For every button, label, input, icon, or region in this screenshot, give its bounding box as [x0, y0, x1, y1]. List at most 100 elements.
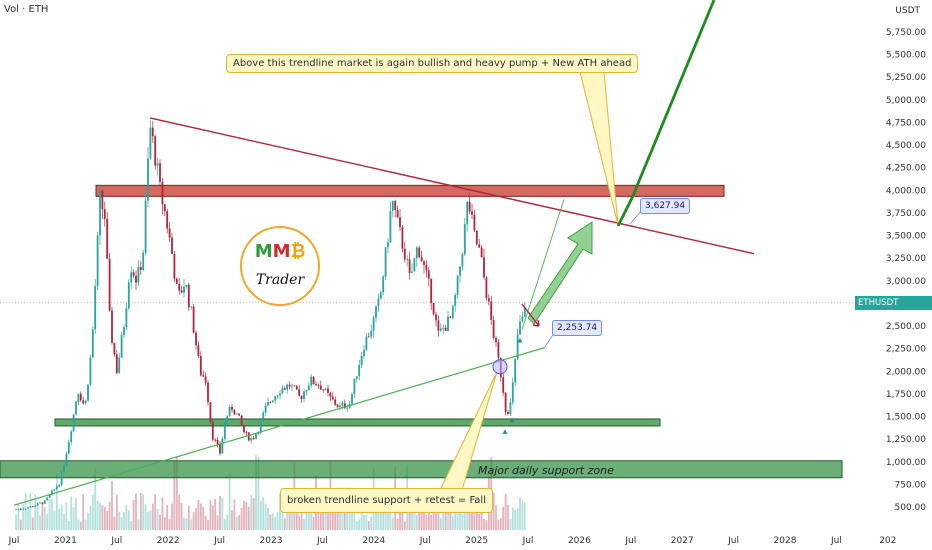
resistance-zone	[95, 184, 725, 197]
volume-bar	[375, 501, 377, 530]
candle-body	[17, 508, 20, 510]
candle-body	[67, 442, 70, 454]
candle-body	[123, 327, 125, 336]
volume-bar	[216, 515, 219, 530]
price-tick: 3,750.00	[886, 209, 926, 219]
volume-bar	[123, 512, 125, 530]
candle-body	[291, 385, 293, 387]
volume-bar	[159, 514, 161, 530]
volume-bar	[24, 492, 27, 530]
volume-bar	[339, 501, 341, 530]
candle-body	[82, 400, 85, 404]
volume-bar	[387, 506, 389, 530]
candle-body	[63, 464, 65, 472]
candle-body	[187, 284, 190, 308]
volume-bar	[264, 504, 267, 530]
volume-bar	[447, 508, 449, 530]
volume-bar	[365, 514, 368, 530]
candle-body	[135, 275, 137, 283]
candle-body	[180, 290, 183, 293]
volume-bar	[250, 495, 253, 530]
candle-body	[118, 357, 121, 373]
volume-bar	[137, 519, 140, 530]
volume-bar	[223, 519, 226, 530]
candle-body	[298, 389, 301, 396]
candle-body	[127, 282, 130, 309]
volume-bar	[207, 519, 209, 530]
volume-bar	[202, 507, 205, 530]
candle-body	[411, 271, 413, 273]
volume-bar	[147, 511, 149, 530]
candle-body	[317, 385, 320, 387]
candle-body	[288, 384, 291, 387]
volume-bar	[283, 518, 286, 530]
volume-bar	[382, 506, 385, 530]
candle-body	[514, 358, 517, 383]
volume-bar	[168, 519, 171, 530]
volume-bar	[245, 502, 248, 530]
candle-body	[173, 253, 176, 279]
descending-trendline	[149, 117, 755, 255]
volume-bar	[53, 511, 56, 530]
volume-bar	[399, 498, 401, 530]
volume-bar	[58, 508, 61, 530]
volume-bar	[149, 510, 152, 530]
candle-body	[504, 392, 507, 412]
candle-body	[77, 393, 80, 403]
candle-body	[137, 267, 140, 283]
candle-body	[41, 502, 44, 504]
candle-body	[384, 247, 387, 277]
volume-bar	[252, 498, 255, 530]
candle-body	[329, 392, 332, 397]
volume-bar	[46, 514, 49, 530]
volume-bar	[67, 520, 70, 530]
candle-body	[149, 127, 152, 159]
candle-body	[65, 453, 68, 465]
candle-body	[351, 394, 353, 404]
volume-bar	[418, 506, 421, 530]
volume-bar	[94, 468, 97, 530]
candle-body	[295, 386, 298, 390]
big-green-arrow	[527, 221, 593, 325]
last-price-tag: ETHUSDT 2,764.29	[855, 296, 932, 322]
time-tick: Jul	[830, 536, 842, 546]
candle-body	[415, 247, 418, 259]
candle-body	[425, 265, 428, 271]
candle-body	[367, 336, 370, 338]
volume-bar	[430, 514, 433, 530]
volume-bar	[204, 515, 207, 530]
projection-line	[521, 199, 565, 330]
candle-body	[15, 509, 17, 511]
candle-body	[269, 401, 272, 403]
candle-body	[255, 433, 257, 439]
candle-body	[79, 393, 82, 401]
bottom-callout: broken trendline support + retest = Fall	[280, 488, 493, 513]
volume-bar	[360, 507, 363, 530]
candle-body	[29, 506, 32, 508]
candle-body	[178, 283, 181, 291]
candle-body	[478, 244, 481, 248]
candle-body	[214, 439, 217, 441]
candle-body	[108, 258, 111, 311]
candle-body	[163, 204, 166, 212]
volume-bar	[271, 513, 274, 530]
major-support-zone	[0, 460, 843, 479]
candle-body	[259, 420, 262, 433]
candle-body	[216, 439, 219, 445]
candle-body	[468, 201, 471, 212]
candle-body	[252, 438, 255, 439]
candle-body	[471, 211, 473, 215]
signal-marker	[502, 429, 508, 434]
time-tick: 2024	[362, 536, 385, 546]
candle-body	[142, 252, 145, 270]
volume-bar	[235, 516, 238, 530]
volume-bar	[480, 511, 483, 530]
price-tick: 1,250.00	[886, 435, 926, 445]
candle-body	[228, 407, 231, 416]
volume-bar	[36, 503, 39, 530]
candle-body	[521, 316, 524, 322]
candle-body	[336, 404, 339, 408]
volume-bar	[111, 481, 113, 530]
volume-bar	[516, 508, 519, 530]
